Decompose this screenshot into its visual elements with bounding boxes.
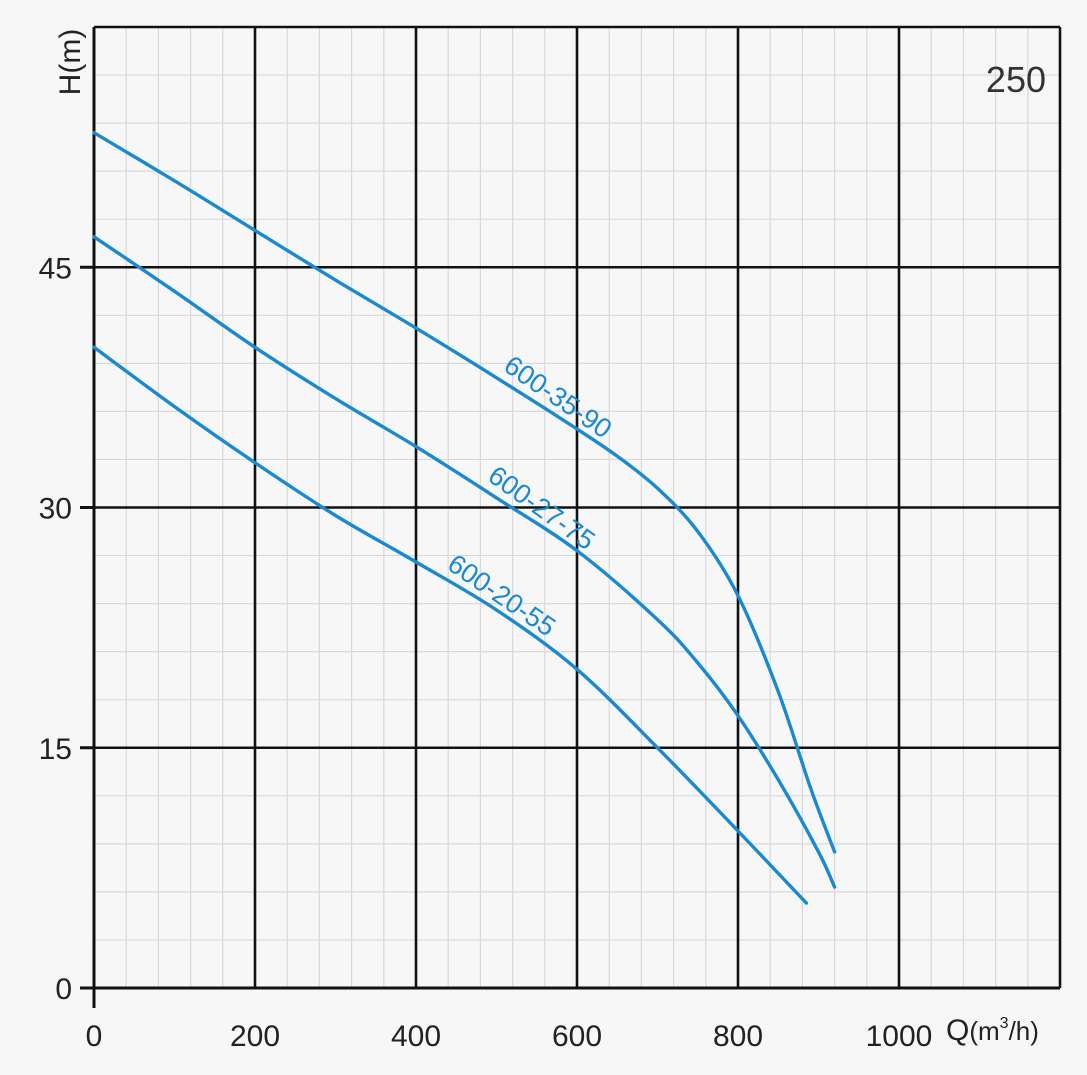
y-tick-label: 0 bbox=[55, 973, 72, 1006]
series-line-600-20-55 bbox=[92, 345, 809, 905]
axes bbox=[80, 25, 1062, 1008]
x-tick-label: 600 bbox=[552, 1020, 602, 1053]
y-tick-label: 45 bbox=[39, 252, 72, 285]
x-axis-unit-pre: (m bbox=[969, 1016, 999, 1046]
series-line-600-35-90 bbox=[92, 131, 837, 854]
x-axis-unit-post: /h) bbox=[1009, 1016, 1039, 1046]
series-label-600-20-55: 600-20-55 bbox=[442, 548, 561, 642]
x-tick-label: 0 bbox=[86, 1020, 103, 1053]
series-lines bbox=[92, 131, 837, 905]
x-tick-label: 200 bbox=[230, 1020, 280, 1053]
y-tick-label: 15 bbox=[39, 733, 72, 766]
y-tick-labels: 0 15 30 45 bbox=[39, 252, 72, 1006]
x-tick-labels: 0 200 400 600 800 1000 bbox=[86, 1020, 933, 1053]
x-tick-label: 1000 bbox=[866, 1020, 933, 1053]
x-axis-title-symbol: Q bbox=[946, 1014, 969, 1047]
corner-label: 250 bbox=[986, 59, 1046, 100]
major-grid bbox=[94, 27, 1060, 988]
y-axis-title: H(m) bbox=[54, 29, 87, 96]
series-line-600-27-75 bbox=[92, 235, 837, 889]
x-axis-unit-sup: 3 bbox=[1000, 1015, 1009, 1032]
y-tick-label: 30 bbox=[39, 493, 72, 526]
x-axis-title: Q(m3/h) bbox=[946, 1014, 1039, 1047]
x-tick-label: 400 bbox=[391, 1020, 441, 1053]
x-tick-label: 800 bbox=[713, 1020, 763, 1053]
